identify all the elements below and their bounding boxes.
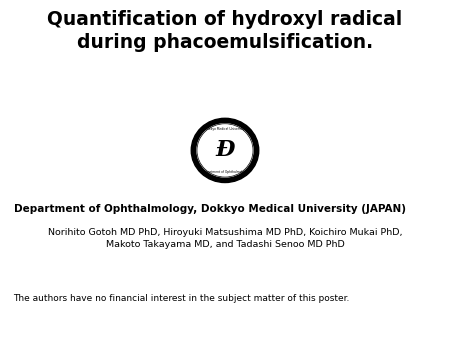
Text: Norihito Gotoh MD PhD, Hiroyuki Matsushima MD PhD, Koichiro Mukai PhD,
Makoto Ta: Norihito Gotoh MD PhD, Hiroyuki Matsushi… [48, 228, 402, 249]
Ellipse shape [191, 118, 259, 183]
Ellipse shape [196, 123, 254, 178]
Text: Ð: Ð [215, 139, 235, 162]
Text: Department of Ophthalmology: Department of Ophthalmology [202, 170, 248, 174]
Text: The authors have no financial interest in the subject matter of this poster.: The authors have no financial interest i… [14, 294, 350, 303]
Text: Quantification of hydroxyl radical
during phacoemulsification.: Quantification of hydroxyl radical durin… [47, 10, 403, 52]
Text: Department of Ophthalmology, Dokkyo Medical University (JAPAN): Department of Ophthalmology, Dokkyo Medi… [14, 204, 405, 215]
Text: Dokkyo Medical University: Dokkyo Medical University [205, 126, 245, 130]
